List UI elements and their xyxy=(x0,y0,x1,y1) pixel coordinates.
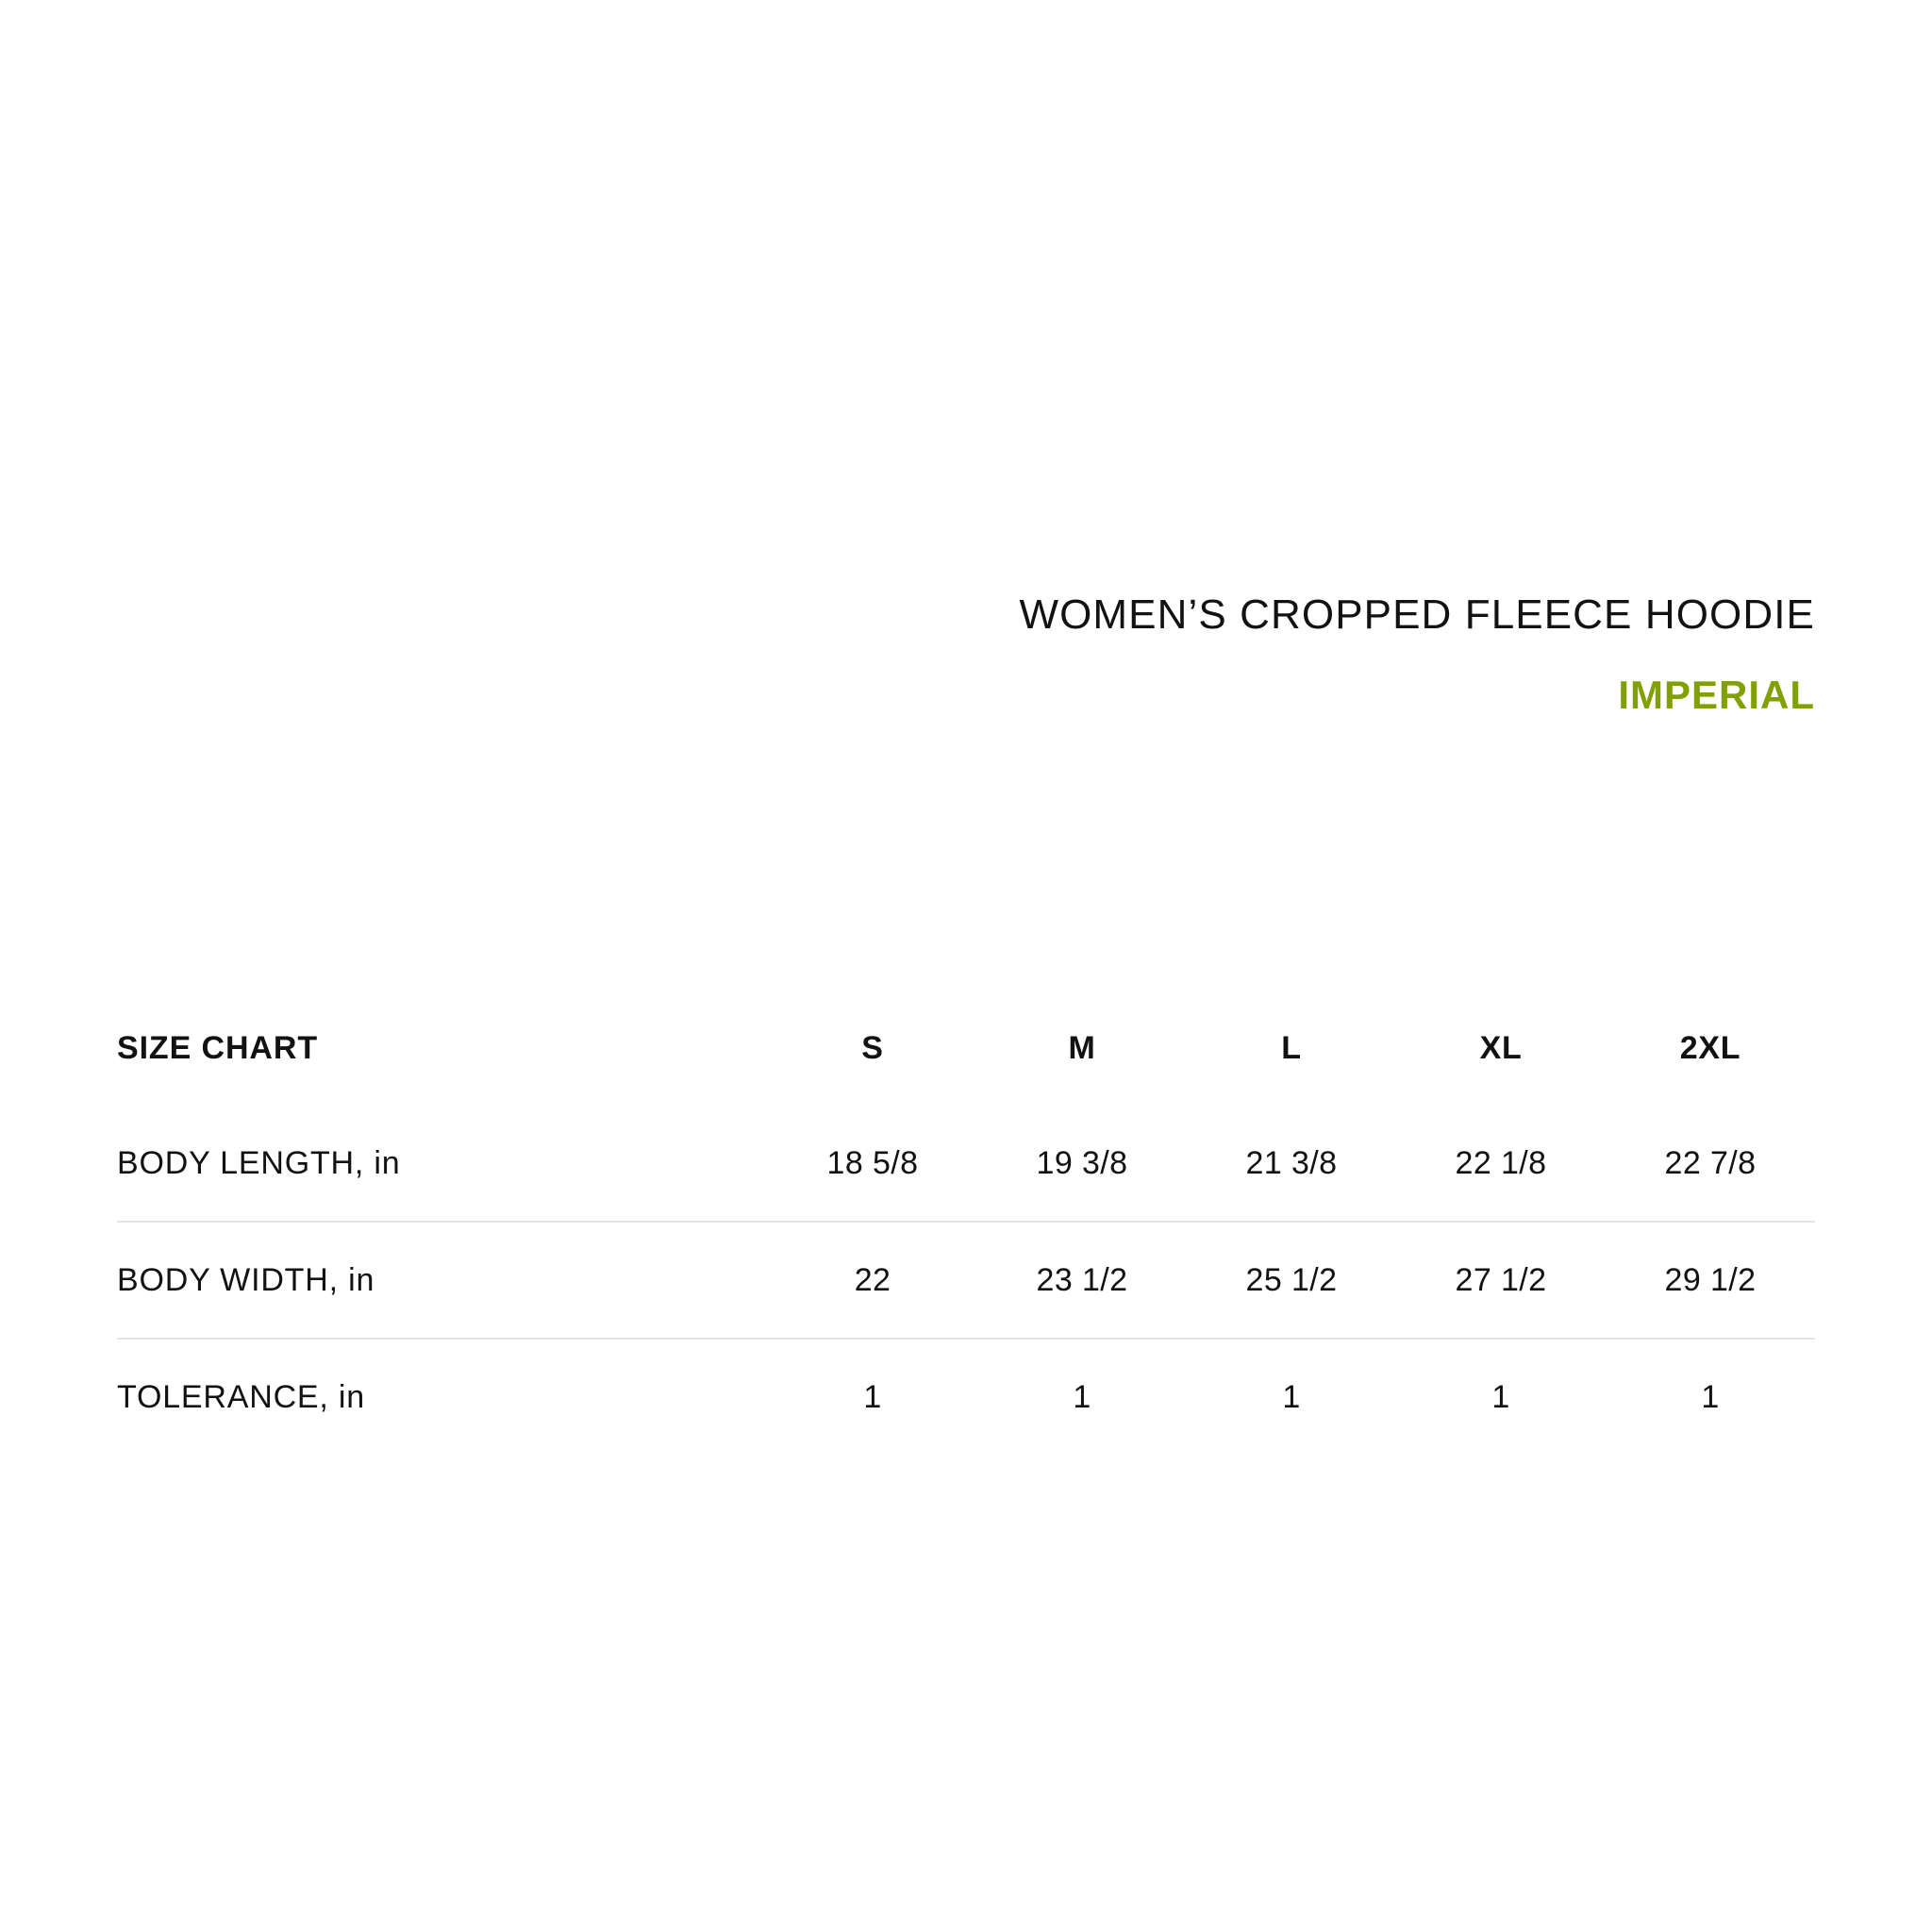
cell-body-width-2xl: 29 1/2 xyxy=(1606,1222,1815,1340)
column-header-m: M xyxy=(1068,1029,1096,1066)
cell-tolerance-l: 1 xyxy=(1282,1378,1301,1415)
cell-body-length-xl: 22 1/8 xyxy=(1396,1106,1606,1223)
cell-body-width-xl: 27 1/2 xyxy=(1396,1222,1606,1340)
cell-body-width-l: 25 1/2 xyxy=(1187,1222,1396,1340)
column-header-xl: XL xyxy=(1479,1029,1523,1066)
table-row: TOLERANCE, in 1 1 1 1 1 xyxy=(117,1339,1815,1455)
cell-body-width-m: 23 1/2 xyxy=(977,1222,1187,1340)
row-label-body-length: BODY LENGTH, in xyxy=(117,1106,768,1223)
cell-tolerance-s: 1 xyxy=(863,1378,882,1415)
table-title-cell: SIZE CHART xyxy=(117,1029,318,1066)
cell-body-length-l: 21 3/8 xyxy=(1187,1106,1396,1223)
table-header-row: SIZE CHART S M L XL 2XL xyxy=(117,991,1815,1106)
row-label-body-width: BODY WIDTH, in xyxy=(117,1222,768,1340)
column-header-2xl: 2XL xyxy=(1679,1029,1741,1066)
table-row: BODY LENGTH, in 18 5/8 19 3/8 21 3/8 22 … xyxy=(117,1106,1815,1223)
cell-tolerance-2xl: 1 xyxy=(1701,1378,1720,1415)
cell-tolerance-m: 1 xyxy=(1073,1378,1091,1415)
header-block: WOMEN’S CROPPED FLEECE HOODIE IMPERIAL xyxy=(117,594,1815,715)
column-header-l: L xyxy=(1281,1029,1302,1066)
row-label-tolerance: TOLERANCE, in xyxy=(117,1378,365,1415)
page-title: WOMEN’S CROPPED FLEECE HOODIE xyxy=(1019,591,1815,638)
cell-body-length-s: 18 5/8 xyxy=(768,1106,977,1223)
cell-tolerance-xl: 1 xyxy=(1491,1378,1510,1415)
cell-body-width-s: 22 xyxy=(768,1222,977,1340)
cell-body-length-m: 19 3/8 xyxy=(977,1106,1187,1223)
unit-system-label: IMPERIAL xyxy=(1618,673,1815,717)
table-row: BODY WIDTH, in 22 23 1/2 25 1/2 27 1/2 2… xyxy=(117,1222,1815,1340)
cell-body-length-2xl: 22 7/8 xyxy=(1606,1106,1815,1223)
size-chart-table: SIZE CHART S M L XL 2XL BODY LENGTH, in … xyxy=(117,991,1815,1455)
column-header-s: S xyxy=(861,1029,884,1066)
